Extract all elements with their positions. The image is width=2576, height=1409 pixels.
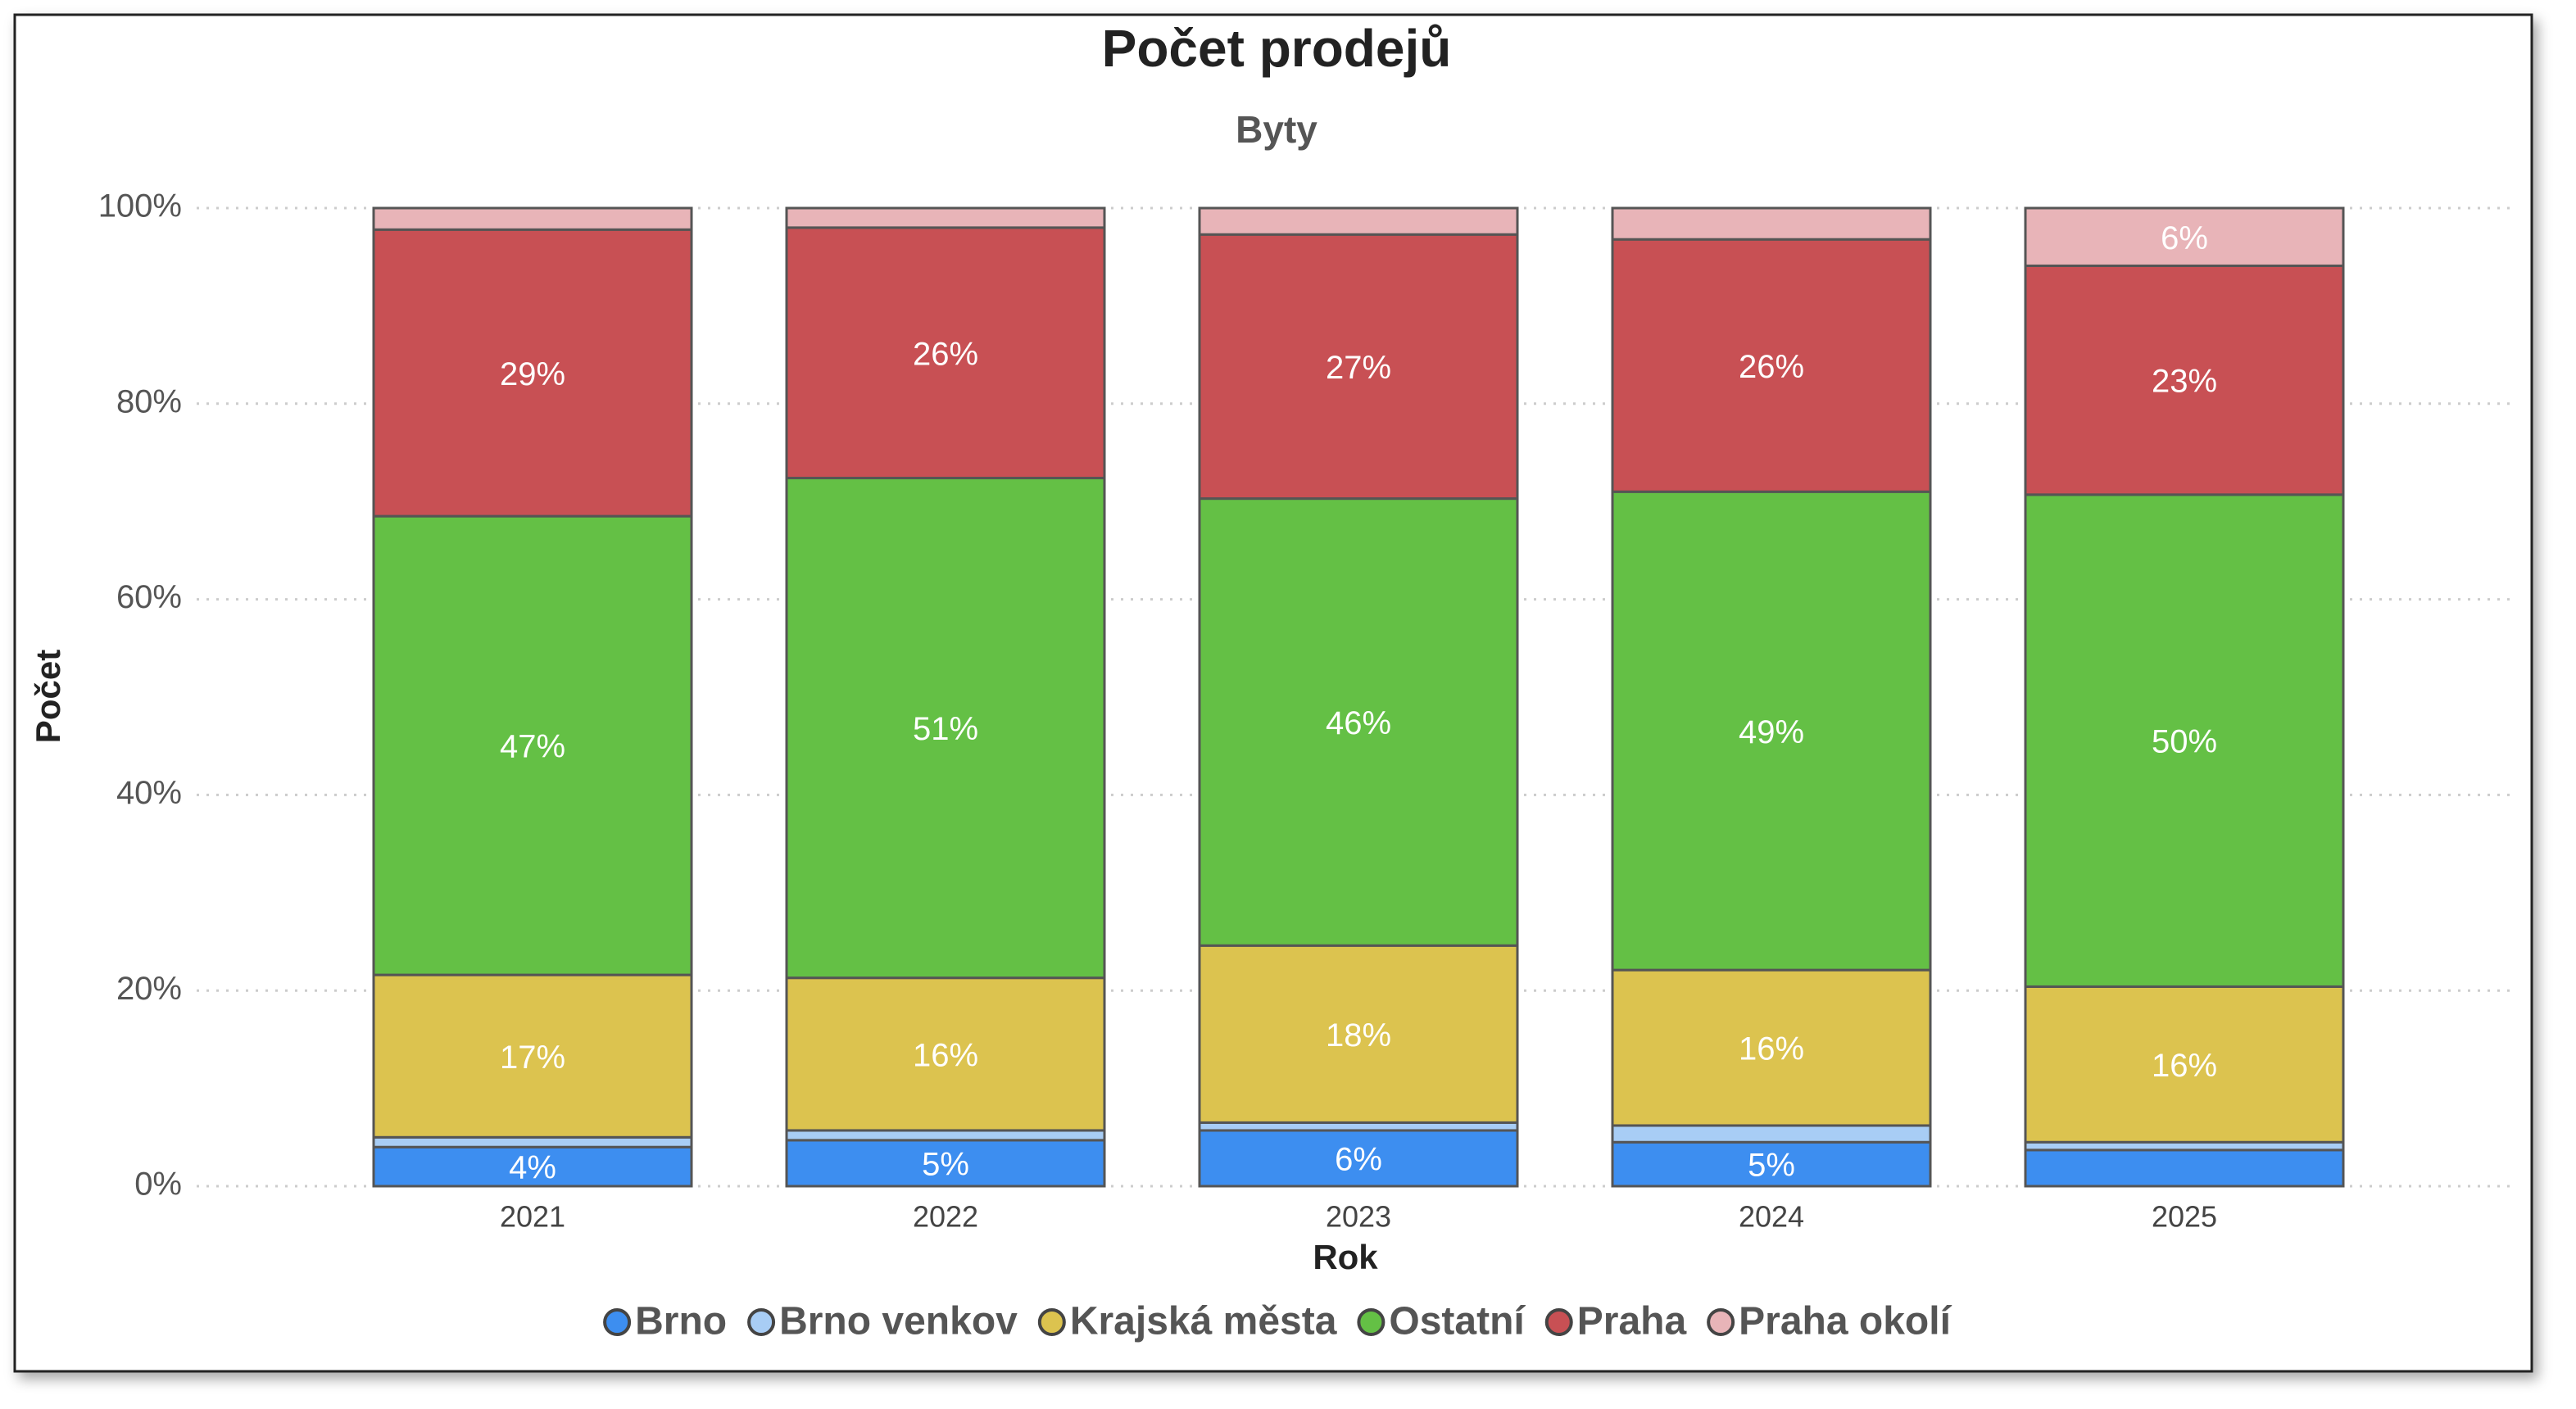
data-label: 26% xyxy=(913,336,978,372)
data-label: 47% xyxy=(500,729,565,765)
data-label: 49% xyxy=(1739,714,1804,750)
x-tick-label: 2023 xyxy=(1326,1200,1391,1234)
data-label: 5% xyxy=(922,1147,969,1183)
bar-segment xyxy=(1611,1140,1932,1188)
legend-marker xyxy=(747,1308,776,1336)
legend-marker xyxy=(1357,1308,1386,1336)
x-tick-label: 2021 xyxy=(500,1200,565,1234)
legend-marker xyxy=(603,1308,632,1336)
legend-label: Praha xyxy=(1577,1300,1687,1343)
bar-segment xyxy=(372,514,693,976)
legend: Brno Brno venkov Krajská města Ostatní Praha… xyxy=(603,1300,1952,1343)
y-axis-label: Počet xyxy=(29,650,67,743)
data-label: 50% xyxy=(2152,724,2217,760)
x-axis-label: Rok xyxy=(1313,1238,1378,1276)
chart-title: Počet prodejů xyxy=(1102,19,1452,78)
bar-segment xyxy=(785,1129,1106,1142)
x-tick-label: 2025 xyxy=(2152,1200,2217,1234)
bar-segment xyxy=(1611,206,1932,241)
y-tick-label: 60% xyxy=(116,579,182,615)
bar-segment xyxy=(1198,206,1519,236)
legend-label: Brno xyxy=(635,1300,727,1343)
bar-segment xyxy=(1611,238,1932,493)
data-label: 29% xyxy=(500,356,565,392)
bar-segment xyxy=(2024,264,2345,496)
bar-segment xyxy=(2024,493,2345,988)
legend-label: Praha okolí xyxy=(1739,1300,1952,1343)
chart-subtitle: Byty xyxy=(1236,108,1317,151)
data-label: 16% xyxy=(2152,1048,2217,1084)
bar-segment xyxy=(1198,233,1519,501)
bar-segment xyxy=(2024,985,2345,1144)
bar-segment xyxy=(785,477,1106,980)
y-tick-label: 100% xyxy=(98,188,182,224)
bar-segment xyxy=(2024,206,2345,267)
data-label: 16% xyxy=(913,1037,978,1073)
bar-segment xyxy=(1611,490,1932,972)
data-label: 6% xyxy=(2161,220,2208,256)
y-tick-label: 20% xyxy=(116,971,182,1007)
bar-segment xyxy=(785,1139,1106,1188)
y-tick-label: 0% xyxy=(134,1167,182,1203)
legend-label: Ostatní xyxy=(1389,1300,1526,1343)
bar-segment xyxy=(785,226,1106,480)
bar-segment xyxy=(372,228,693,518)
bar-segment xyxy=(785,976,1106,1132)
data-label: 23% xyxy=(2152,364,2217,400)
bar-segment xyxy=(372,1145,693,1188)
bar-segment xyxy=(372,1135,693,1148)
data-label: 51% xyxy=(913,711,978,747)
bar-segment xyxy=(372,206,693,231)
legend-label: Krajská města xyxy=(1070,1300,1337,1343)
bar-segment xyxy=(785,206,1106,229)
legend-marker xyxy=(1707,1308,1735,1336)
legend-marker xyxy=(1037,1308,1066,1336)
data-label: 46% xyxy=(1326,705,1391,741)
y-tick-label: 80% xyxy=(116,383,182,419)
x-tick-label: 2022 xyxy=(913,1200,978,1234)
data-label: 17% xyxy=(500,1040,565,1076)
data-label: 6% xyxy=(1335,1142,1382,1178)
data-label: 27% xyxy=(1326,350,1391,386)
y-tick-label: 40% xyxy=(116,775,182,811)
legend-label: Brno venkov xyxy=(779,1300,1018,1343)
bar-segment xyxy=(2024,1148,2345,1188)
bar-segment xyxy=(1611,968,1932,1127)
data-label: 4% xyxy=(509,1150,556,1186)
bar-segment xyxy=(1611,1124,1932,1144)
legend-marker xyxy=(1544,1308,1573,1336)
data-label: 26% xyxy=(1739,349,1804,385)
data-label: 16% xyxy=(1739,1031,1804,1067)
bar-segment xyxy=(1198,1129,1519,1188)
bar-segment xyxy=(1198,944,1519,1124)
data-label: 18% xyxy=(1326,1017,1391,1053)
data-label: 5% xyxy=(1748,1148,1795,1184)
bar-segment xyxy=(1198,497,1519,947)
x-tick-label: 2024 xyxy=(1739,1200,1804,1234)
